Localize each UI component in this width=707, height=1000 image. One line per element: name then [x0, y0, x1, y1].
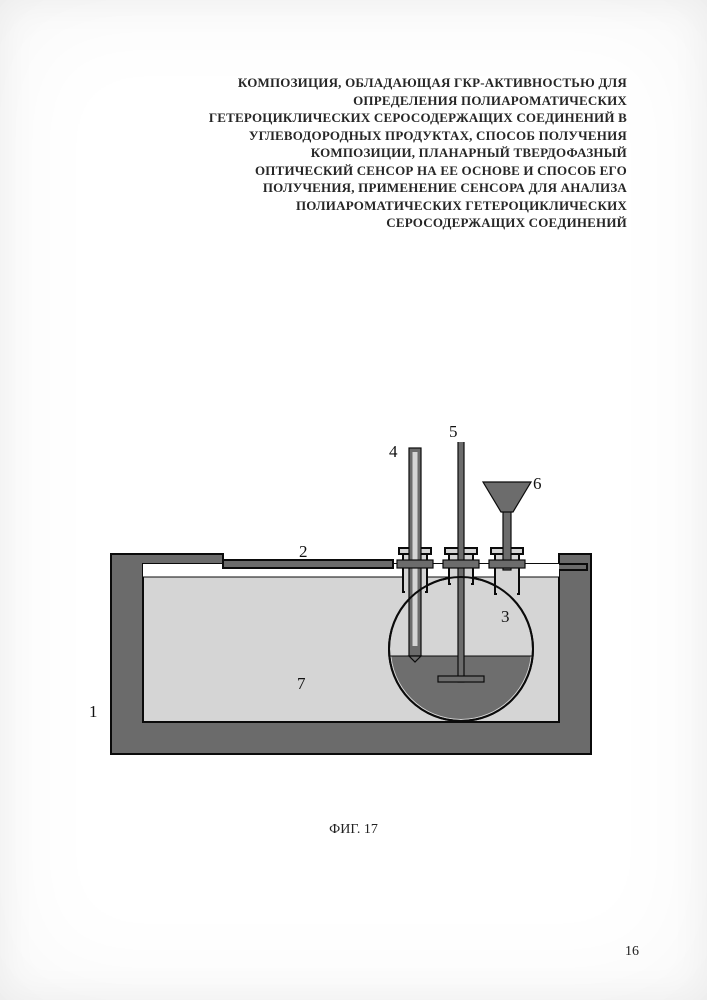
title-line: ОПТИЧЕСКИЙ СЕНСОР НА ЕЕ ОСНОВЕ И СПОСОБ … [90, 162, 627, 180]
callout-3: 3 [501, 607, 510, 627]
page-number: 16 [625, 944, 639, 960]
title-line: УГЛЕВОДОРОДНЫХ ПРОДУКТАХ, СПОСОБ ПОЛУЧЕН… [90, 127, 627, 145]
title-line: ПОЛУЧЕНИЯ, ПРИМЕНЕНИЕ СЕНСОРА ДЛЯ АНАЛИЗ… [90, 179, 627, 197]
callout-1: 1 [89, 702, 98, 722]
callout-4: 4 [389, 442, 398, 462]
title-line: СЕРОСОДЕРЖАЩИХ СОЕДИНЕНИЙ [90, 214, 627, 232]
callout-2: 2 [299, 542, 308, 562]
figure-label: ФИГ. 17 [0, 822, 707, 838]
apparatus-diagram: 1 2 3 4 5 6 7 [93, 442, 613, 792]
title-line: ОПРЕДЕЛЕНИЯ ПОЛИАРОМАТИЧЕСКИХ [90, 92, 627, 110]
callout-6: 6 [533, 474, 542, 494]
title-line: КОМПОЗИЦИИ, ПЛАНАРНЫЙ ТВЕРДОФАЗНЫЙ [90, 144, 627, 162]
title-line: ГЕТЕРОЦИКЛИЧЕСКИХ СЕРОСОДЕРЖАЩИХ СОЕДИНЕ… [90, 109, 627, 127]
callout-5: 5 [449, 422, 458, 442]
page-sheet: { "title_lines": [ "КОМПОЗИЦИЯ, ОБЛАДАЮЩ… [0, 0, 707, 1000]
document-title: КОМПОЗИЦИЯ, ОБЛАДАЮЩАЯ ГКР-АКТИВНОСТЬЮ Д… [90, 74, 627, 232]
callout-7: 7 [297, 674, 306, 694]
title-line: КОМПОЗИЦИЯ, ОБЛАДАЮЩАЯ ГКР-АКТИВНОСТЬЮ Д… [90, 74, 627, 92]
title-line: ПОЛИАРОМАТИЧЕСКИХ ГЕТЕРОЦИКЛИЧЕСКИХ [90, 197, 627, 215]
diagram-svg [93, 442, 613, 792]
